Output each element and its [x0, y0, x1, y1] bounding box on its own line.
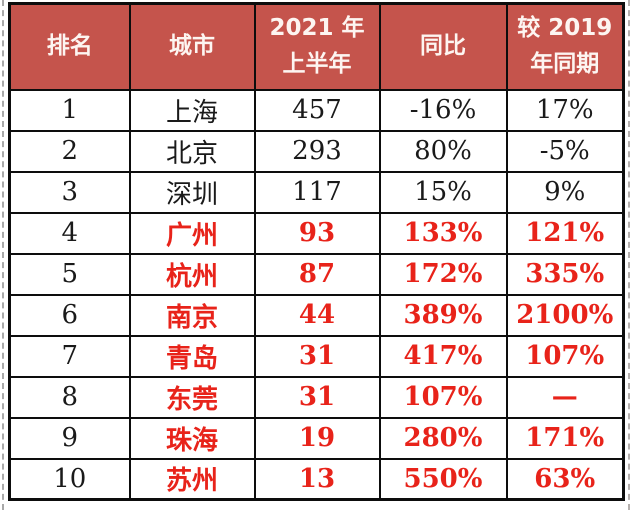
- yoy-value-cell: 389%: [378, 293, 508, 337]
- yoy-value-cell: 172%: [378, 252, 508, 296]
- rank-cell: 3: [8, 170, 131, 214]
- table-row: 10 苏州 13 550% 63%: [8, 457, 625, 501]
- rank-cell: 4: [8, 211, 131, 255]
- rank-cell: 1: [8, 88, 131, 132]
- vs_2019-value-cell: 171%: [505, 416, 625, 460]
- rank-cell: 9: [8, 416, 131, 460]
- h1_2021-value-cell: 31: [253, 375, 381, 419]
- city-cell: 珠海: [128, 416, 256, 460]
- h1_2021-value-cell: 457: [253, 88, 381, 132]
- city-cell: 杭州: [128, 252, 256, 296]
- vs_2019-value-cell: 63%: [505, 457, 625, 501]
- table-row: 8 东莞 31 107% —: [8, 375, 625, 419]
- h1_2021-value-cell: 117: [253, 170, 381, 214]
- rank-cell: 10: [8, 457, 131, 501]
- rank-cell: 8: [8, 375, 131, 419]
- vs_2019-value-cell: 121%: [505, 211, 625, 255]
- vs_2019-value-cell: —: [505, 375, 625, 419]
- yoy-value-cell: 550%: [378, 457, 508, 501]
- city-cell: 南京: [128, 293, 256, 337]
- vs_2019-value-cell: 107%: [505, 334, 625, 378]
- yoy-value-cell: 417%: [378, 334, 508, 378]
- table-row: 3 深圳 117 15% 9%: [8, 170, 625, 214]
- h1_2021-value-cell: 93: [253, 211, 381, 255]
- yoy-value-cell: 133%: [378, 211, 508, 255]
- h1_2021-value-cell: 44: [253, 293, 381, 337]
- yoy-value-cell: 15%: [378, 170, 508, 214]
- yoy-value-cell: 107%: [378, 375, 508, 419]
- rank-cell: 2: [8, 129, 131, 173]
- rank-cell: 5: [8, 252, 131, 296]
- h1_2021-value-cell: 31: [253, 334, 381, 378]
- table-header: 排名 城市 2021 年上半年 同比较 2019 年同期: [8, 2, 625, 91]
- table-body: 1 上海 457 -16% 17% 2 北京 293 80% -5% 3 深圳 117 15% 9% 4 广州 9…: [8, 88, 625, 501]
- column-header-city: 城市: [128, 2, 256, 91]
- city-cell: 广州: [128, 211, 256, 255]
- right-dashed-border: [628, 0, 630, 510]
- vs_2019-value-cell: 335%: [505, 252, 625, 296]
- column-header-yoy: 同比: [378, 2, 508, 91]
- table-row: 4 广州 93 133% 121%: [8, 211, 625, 255]
- yoy-value-cell: 280%: [378, 416, 508, 460]
- table-row: 2 北京 293 80% -5%: [8, 129, 625, 173]
- city-cell: 东莞: [128, 375, 256, 419]
- table-row: 9 珠海 19 280% 171%: [8, 416, 625, 460]
- city-cell: 北京: [128, 129, 256, 173]
- city-cell: 苏州: [128, 457, 256, 501]
- vs_2019-value-cell: 2100%: [505, 293, 625, 337]
- column-header-h1_2021: 2021 年上半年: [253, 2, 381, 91]
- yoy-value-cell: 80%: [378, 129, 508, 173]
- city-cell: 青岛: [128, 334, 256, 378]
- rank-cell: 7: [8, 334, 131, 378]
- vs_2019-value-cell: -5%: [505, 129, 625, 173]
- left-dashed-border: [2, 0, 4, 510]
- column-header-vs_2019: 较 2019 年同期: [505, 2, 625, 91]
- h1_2021-value-cell: 293: [253, 129, 381, 173]
- vs_2019-value-cell: 17%: [505, 88, 625, 132]
- table-row: 7 青岛 31 417% 107%: [8, 334, 625, 378]
- city-cell: 上海: [128, 88, 256, 132]
- h1_2021-value-cell: 87: [253, 252, 381, 296]
- table-row: 5 杭州 87 172% 335%: [8, 252, 625, 296]
- column-header-rank: 排名: [8, 2, 131, 91]
- rank-cell: 6: [8, 293, 131, 337]
- h1_2021-value-cell: 19: [253, 416, 381, 460]
- header-row: 排名 城市 2021 年上半年 同比较 2019 年同期: [8, 2, 625, 91]
- city-ranking-table: 排名 城市 2021 年上半年 同比较 2019 年同期 1 上海 457 -16% 17% 2 北…: [8, 2, 625, 501]
- yoy-value-cell: -16%: [378, 88, 508, 132]
- table-row: 1 上海 457 -16% 17%: [8, 88, 625, 132]
- table-row: 6 南京 44 389% 2100%: [8, 293, 625, 337]
- vs_2019-value-cell: 9%: [505, 170, 625, 214]
- city-cell: 深圳: [128, 170, 256, 214]
- h1_2021-value-cell: 13: [253, 457, 381, 501]
